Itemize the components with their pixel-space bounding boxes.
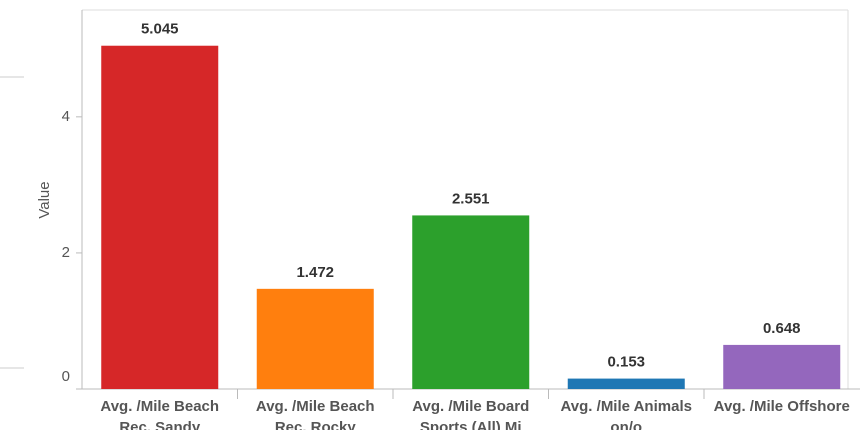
x-tick-label: Avg. /Mile Animals on/o (560, 398, 692, 430)
bar (412, 215, 530, 389)
value-label: 1.472 (296, 264, 334, 281)
x-tick-label: Avg. /Mile Board Sports (All) Mi (412, 398, 530, 430)
y-tick-label: 4 (62, 108, 70, 125)
y-tick-label: 2 (62, 244, 70, 261)
value-label: 0.153 (607, 354, 645, 371)
bar (101, 45, 219, 389)
y-tick-label: 0 (62, 368, 70, 385)
bar (723, 344, 841, 389)
x-tick-label: Avg. /Mile Beach Rec. Sandy (100, 398, 220, 430)
value-label: 2.551 (452, 190, 490, 207)
bar (256, 288, 374, 389)
x-tick-label: Avg. /Mile Beach Rec. Rocky (255, 398, 375, 430)
value-label: 0.648 (763, 320, 801, 337)
value-label: 5.045 (141, 21, 179, 38)
x-tick-label: Avg. /Mile Offshore (713, 398, 850, 415)
bar (567, 378, 685, 389)
y-axis-title: Value (36, 181, 53, 218)
